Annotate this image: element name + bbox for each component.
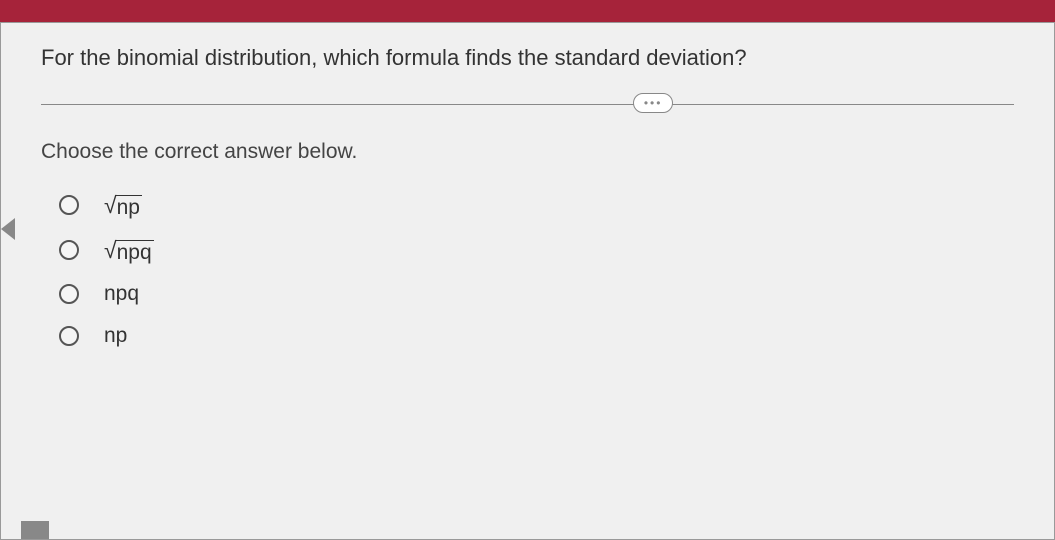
radio-icon[interactable] (59, 240, 79, 260)
divider-line (41, 104, 1014, 105)
option-text: npq (104, 282, 139, 306)
option-label: √npq (104, 237, 154, 264)
radio-icon[interactable] (59, 284, 79, 304)
question-text: For the binomial distribution, which for… (41, 43, 1014, 74)
option-2[interactable]: √npq (59, 237, 1014, 264)
more-options-pill[interactable]: ••• (633, 93, 674, 113)
option-text: np (104, 324, 127, 348)
option-1[interactable]: √np (59, 192, 1014, 219)
sqrt-arg: np (115, 195, 142, 219)
divider: ••• (41, 104, 1014, 105)
instruction-text: Choose the correct answer below. (41, 140, 1014, 164)
option-label: np (104, 324, 127, 348)
collapse-left-icon[interactable] (1, 218, 15, 240)
radio-icon[interactable] (59, 195, 79, 215)
options-group: √np √npq npq np (59, 192, 1014, 348)
sqrt-arg: npq (115, 240, 154, 264)
radio-icon[interactable] (59, 326, 79, 346)
header-bar (0, 0, 1055, 22)
option-4[interactable]: np (59, 324, 1014, 348)
option-label: √np (104, 192, 142, 219)
option-label: npq (104, 282, 139, 306)
option-3[interactable]: npq (59, 282, 1014, 306)
bottom-tab[interactable] (21, 521, 49, 539)
question-panel: For the binomial distribution, which for… (0, 22, 1055, 540)
